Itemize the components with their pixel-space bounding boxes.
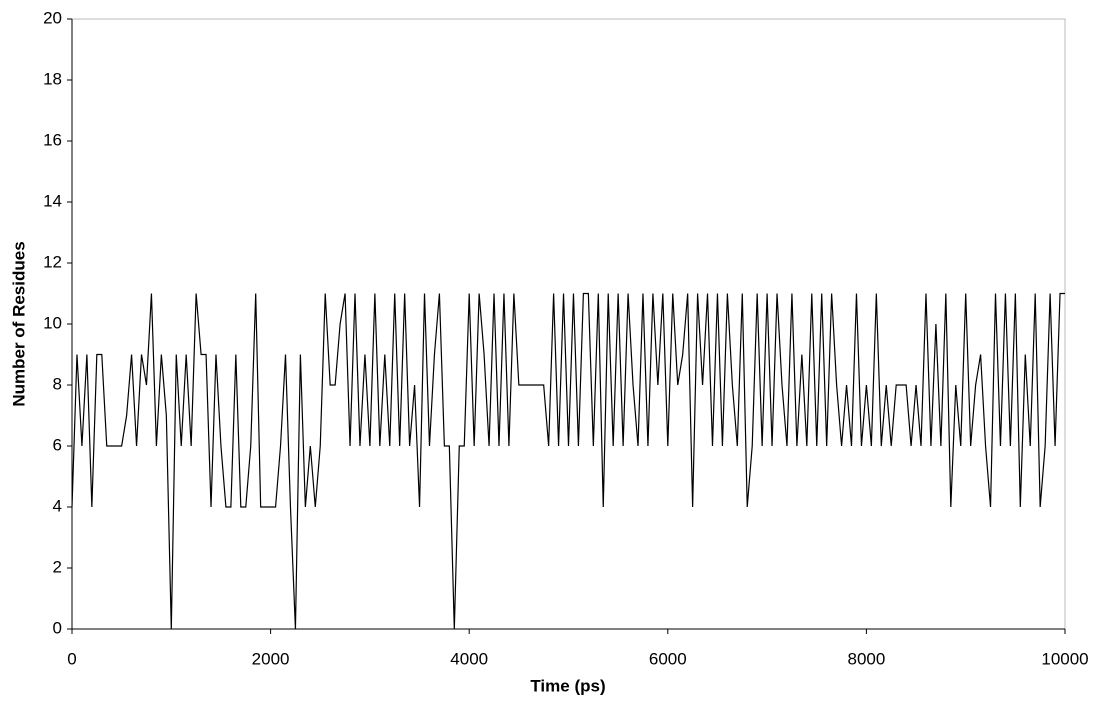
data-line [71,292,1065,630]
y-tick-label: 20 [43,8,62,27]
y-tick-label: 14 [43,191,62,210]
y-tick-label: 0 [53,618,62,637]
x-tick-label: 0 [67,649,76,668]
plot-frame [71,18,1066,630]
y-tick-label: 8 [53,374,62,393]
y-tick-label: 12 [43,252,62,271]
y-tick-label: 6 [53,435,62,454]
x-tick-label: 2000 [252,649,290,668]
y-axis-label: Number of Residues [9,241,28,406]
y-tick-label: 2 [53,557,62,576]
y-tick-label: 4 [53,496,62,515]
y-tick-label: 16 [43,130,62,149]
y-tick-label: 18 [43,69,62,88]
x-axis-label: Time (ps) [530,676,605,695]
x-tick-label: 8000 [847,649,885,668]
x-tick-label: 4000 [450,649,488,668]
x-tick-label: 6000 [649,649,687,668]
x-tick-label: 10000 [1041,649,1088,668]
y-tick-label: 10 [43,313,62,332]
